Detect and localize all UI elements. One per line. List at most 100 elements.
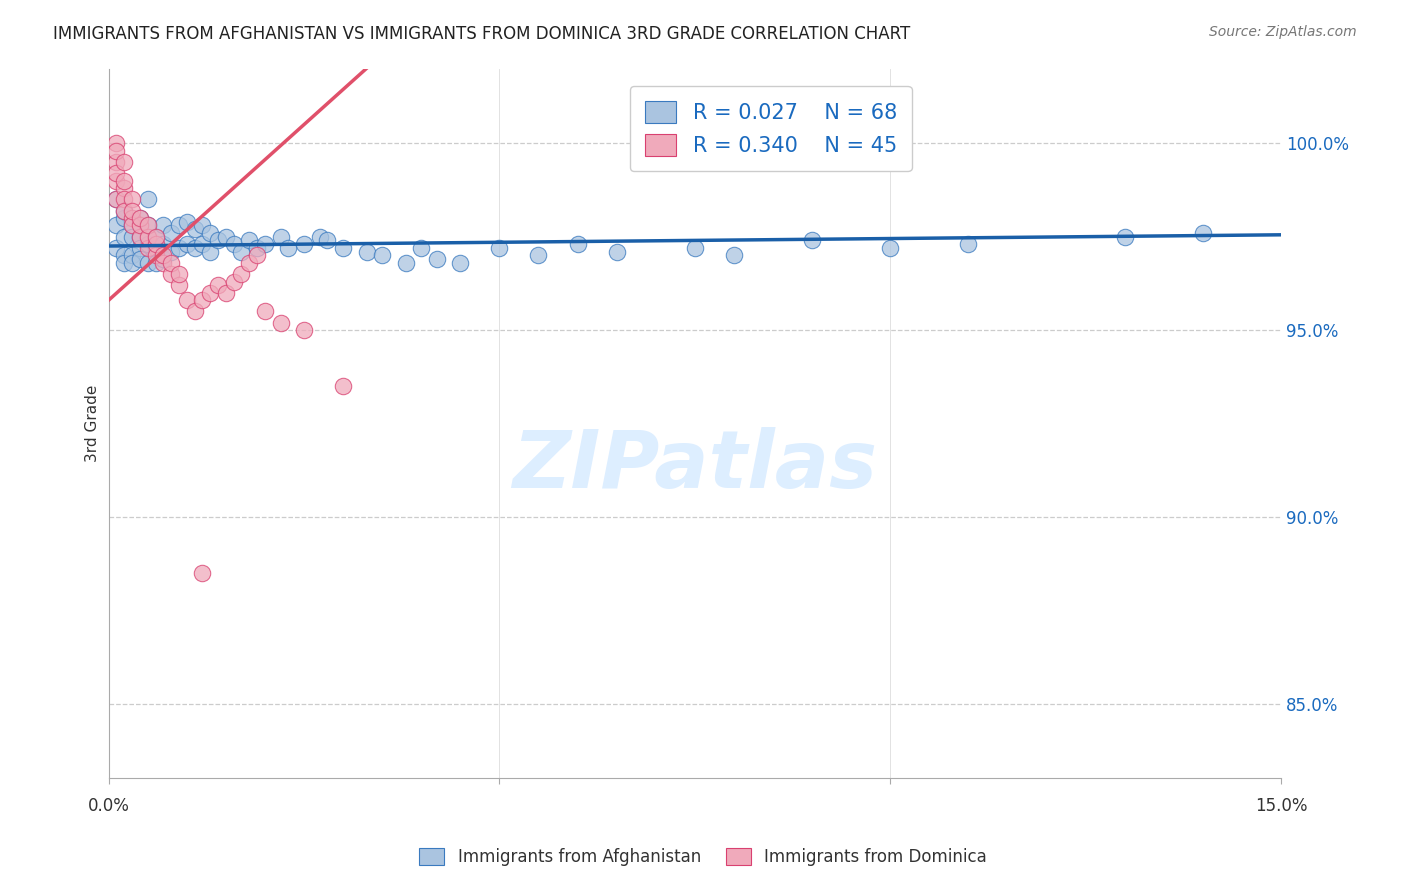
Point xyxy=(128,229,150,244)
Point xyxy=(160,244,183,259)
Point xyxy=(105,241,128,255)
Point xyxy=(292,323,315,337)
Point xyxy=(128,219,150,233)
Point xyxy=(207,278,229,293)
Point xyxy=(152,237,174,252)
Point xyxy=(879,241,901,255)
Text: 15.0%: 15.0% xyxy=(1254,797,1308,815)
Point xyxy=(121,229,143,244)
Point xyxy=(152,248,174,262)
Point xyxy=(105,166,128,180)
Point xyxy=(176,293,198,308)
Point xyxy=(246,241,269,255)
Point xyxy=(200,285,222,300)
Point xyxy=(136,241,159,255)
Point xyxy=(200,226,222,240)
Point xyxy=(308,229,330,244)
Point xyxy=(231,267,253,281)
Point xyxy=(105,136,128,151)
Point xyxy=(167,278,190,293)
Point xyxy=(207,234,229,248)
Point xyxy=(112,256,135,270)
Point xyxy=(121,256,143,270)
Point xyxy=(136,237,159,252)
Point xyxy=(332,241,354,255)
Point xyxy=(167,267,190,281)
Point xyxy=(121,192,143,206)
Point xyxy=(270,316,292,330)
Point xyxy=(488,241,510,255)
Point xyxy=(145,241,167,255)
Y-axis label: 3rd Grade: 3rd Grade xyxy=(86,384,100,462)
Point xyxy=(238,234,260,248)
Point xyxy=(176,237,198,252)
Legend: Immigrants from Afghanistan, Immigrants from Dominica: Immigrants from Afghanistan, Immigrants … xyxy=(412,841,994,873)
Point xyxy=(136,219,159,233)
Point xyxy=(160,226,183,240)
Point xyxy=(145,256,167,270)
Point xyxy=(371,248,394,262)
Point xyxy=(191,219,214,233)
Point xyxy=(128,241,150,255)
Point xyxy=(112,181,135,195)
Point xyxy=(136,256,159,270)
Point xyxy=(1191,226,1213,240)
Point xyxy=(128,211,150,225)
Point xyxy=(957,237,980,252)
Legend: R = 0.027    N = 68, R = 0.340    N = 45: R = 0.027 N = 68, R = 0.340 N = 45 xyxy=(630,86,911,171)
Point xyxy=(136,219,159,233)
Point xyxy=(112,211,135,225)
Point xyxy=(121,219,143,233)
Point xyxy=(105,155,128,169)
Point xyxy=(191,293,214,308)
Point xyxy=(238,256,260,270)
Point xyxy=(191,237,214,252)
Point xyxy=(606,244,628,259)
Point xyxy=(411,241,433,255)
Point xyxy=(105,144,128,158)
Point xyxy=(231,244,253,259)
Point xyxy=(112,173,135,187)
Point xyxy=(394,256,416,270)
Point xyxy=(292,237,315,252)
Point xyxy=(105,219,128,233)
Text: ZIPatlas: ZIPatlas xyxy=(512,427,877,505)
Point xyxy=(176,215,198,229)
Point xyxy=(567,237,589,252)
Point xyxy=(215,229,238,244)
Point xyxy=(183,304,205,318)
Point xyxy=(356,244,378,259)
Point xyxy=(152,252,174,266)
Point xyxy=(121,203,143,218)
Point xyxy=(112,203,135,218)
Point xyxy=(128,252,150,266)
Point xyxy=(136,192,159,206)
Point xyxy=(160,267,183,281)
Point xyxy=(723,248,745,262)
Point xyxy=(167,219,190,233)
Point xyxy=(332,379,354,393)
Point xyxy=(246,248,269,262)
Point xyxy=(683,241,706,255)
Point xyxy=(121,211,143,225)
Point xyxy=(145,229,167,244)
Point xyxy=(105,192,128,206)
Point xyxy=(253,237,276,252)
Point xyxy=(215,285,238,300)
Point xyxy=(316,234,339,248)
Point xyxy=(136,229,159,244)
Point xyxy=(112,229,135,244)
Point xyxy=(191,566,214,580)
Text: 0.0%: 0.0% xyxy=(87,797,129,815)
Point xyxy=(105,173,128,187)
Point xyxy=(253,304,276,318)
Point xyxy=(121,248,143,262)
Point xyxy=(152,256,174,270)
Point xyxy=(145,229,167,244)
Point xyxy=(183,222,205,236)
Point xyxy=(112,248,135,262)
Point xyxy=(128,211,150,225)
Point xyxy=(121,219,143,233)
Point xyxy=(200,244,222,259)
Point xyxy=(152,219,174,233)
